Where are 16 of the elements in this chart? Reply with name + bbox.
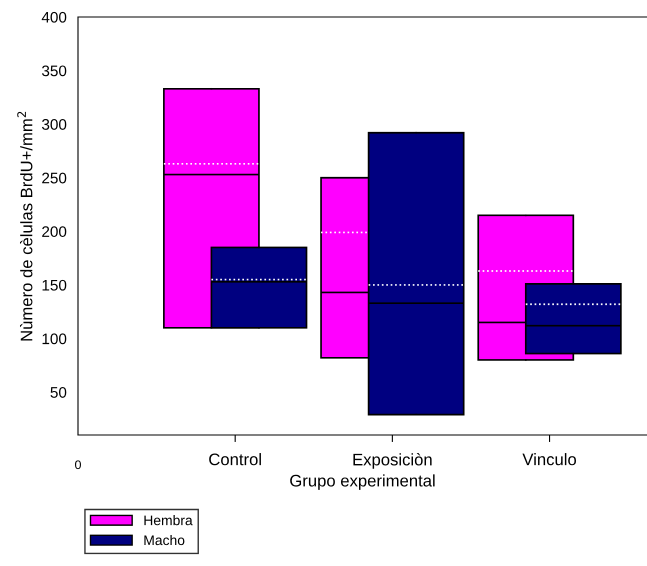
x-tick-label: Control bbox=[209, 453, 261, 466]
x-axis-title: Grupo experimental bbox=[290, 474, 435, 490]
y-tick-label: 250 bbox=[42, 172, 66, 184]
x-tick-label: Vinculo bbox=[522, 453, 576, 466]
y-tick-label: 150 bbox=[42, 280, 66, 291]
legend-label: Macho bbox=[144, 534, 184, 546]
x-tick-label: Exposiciòn bbox=[353, 453, 432, 469]
y-tick-label: 300 bbox=[42, 119, 66, 130]
y-tick-label: 350 bbox=[42, 65, 66, 76]
legend-label: Hembra bbox=[144, 515, 193, 526]
y-axis-title: Nùmero de cèlulas BrdU+/mm$^{2}$ bbox=[17, 112, 32, 341]
text: 0 bbox=[75, 460, 81, 470]
y-tick-label: 400 bbox=[42, 12, 66, 23]
y-tick-label: 100 bbox=[42, 333, 66, 344]
y-tick-label: 50 bbox=[50, 386, 66, 398]
y-tick-label: 200 bbox=[42, 226, 66, 238]
